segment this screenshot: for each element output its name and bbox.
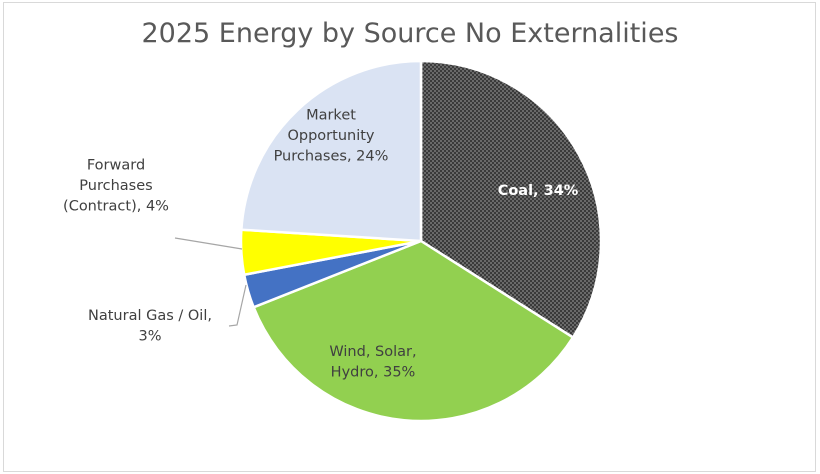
leader-line bbox=[228, 284, 247, 327]
data-label: Natural Gas / Oil, 3% bbox=[88, 308, 212, 345]
data-label: Forward Purchases (Contract), 4% bbox=[63, 158, 169, 215]
chart-title: 2025 Energy by Source No Externalities bbox=[141, 18, 679, 49]
data-label: Market Opportunity Purchases, 24% bbox=[274, 108, 389, 165]
data-label: Wind, Solar, Hydro, 35% bbox=[329, 344, 416, 381]
data-label: Coal, 34% bbox=[498, 183, 579, 199]
pie-slice-wind-solar-hydro bbox=[252, 239, 575, 423]
pie-slice-market-opportunity-purchases bbox=[240, 59, 423, 243]
leader-line bbox=[174, 237, 243, 250]
